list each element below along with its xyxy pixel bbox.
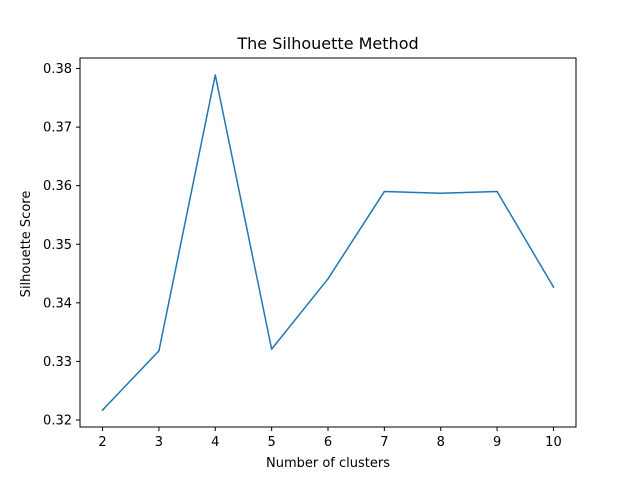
y-tick-label: 0.38 bbox=[43, 62, 72, 77]
x-tick-label: 4 bbox=[211, 435, 219, 450]
x-tick-label: 3 bbox=[155, 435, 163, 450]
data-point bbox=[270, 348, 273, 350]
x-tick-label: 7 bbox=[380, 435, 388, 450]
plot-area: 2 3 4 5 6 7 8 9 10 0.32 0.33 0.34 0.35 0.36 0.37 0.38 bbox=[43, 57, 577, 450]
y-axis-label: Silhouette Score bbox=[19, 191, 34, 298]
data-point bbox=[101, 409, 104, 411]
data-point bbox=[552, 286, 555, 288]
x-tick-label: 8 bbox=[437, 435, 445, 450]
data-point bbox=[496, 190, 498, 193]
y-tick-label: 0.33 bbox=[43, 355, 72, 370]
x-tick-label: 10 bbox=[545, 435, 562, 450]
x-axis-label: Number of clusters bbox=[266, 456, 390, 471]
y-tick-label: 0.37 bbox=[43, 121, 72, 136]
data-point bbox=[158, 350, 160, 352]
y-tick-label: 0.34 bbox=[43, 296, 72, 311]
x-tick-label: 9 bbox=[493, 435, 501, 450]
x-tick-label: 2 bbox=[98, 435, 106, 450]
x-tick-label: 6 bbox=[324, 435, 332, 450]
y-tick-label: 0.36 bbox=[43, 179, 72, 194]
x-tick-label: 5 bbox=[267, 435, 275, 450]
data-point bbox=[439, 192, 442, 195]
data-point bbox=[214, 74, 217, 76]
chart-title: The Silhouette Method bbox=[236, 34, 418, 53]
y-tick-label: 0.35 bbox=[43, 238, 72, 253]
data-point bbox=[327, 278, 329, 280]
data-point bbox=[383, 190, 386, 193]
y-tick-label: 0.32 bbox=[43, 413, 72, 428]
